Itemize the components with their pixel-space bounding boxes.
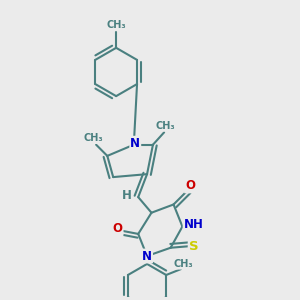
Text: O: O (112, 222, 123, 235)
Text: CH₃: CH₃ (106, 20, 126, 30)
Text: O: O (185, 179, 195, 192)
Text: N: N (130, 137, 140, 150)
Text: NH: NH (184, 218, 203, 231)
Text: CH₃: CH₃ (156, 121, 176, 131)
Text: N: N (142, 250, 152, 262)
Text: S: S (189, 240, 198, 253)
Text: H: H (122, 189, 132, 202)
Text: CH₃: CH₃ (173, 259, 193, 269)
Text: CH₃: CH₃ (83, 133, 103, 143)
